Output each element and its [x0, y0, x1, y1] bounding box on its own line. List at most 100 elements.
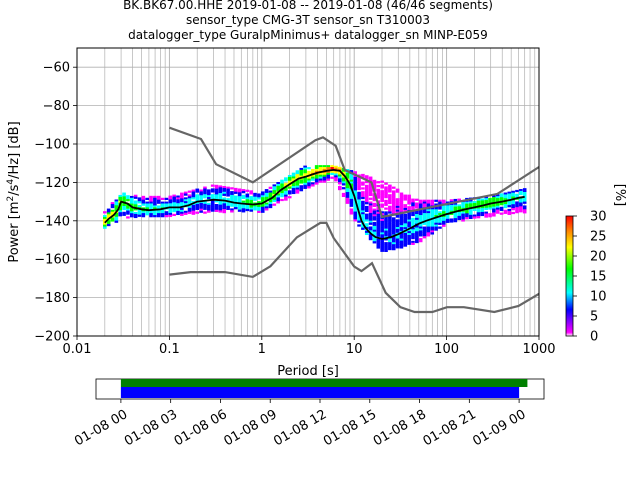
- heatmap-cell: [441, 199, 446, 202]
- colorbar: 0 5 10 15 20 25 30 [%]: [565, 184, 627, 345]
- heatmap-cell: [156, 213, 161, 216]
- heatmap-cell: [264, 190, 269, 194]
- heatmap-cell: [380, 184, 384, 187]
- heatmap-cell: [218, 195, 223, 198]
- heatmap-cell: [503, 196, 508, 199]
- heatmap-cell: [122, 192, 126, 195]
- heatmap-cell: [488, 207, 492, 210]
- heatmap-cell: [168, 195, 173, 198]
- heatmap-cell: [515, 195, 519, 198]
- heatmap-cell: [515, 203, 519, 206]
- heatmap-cell: [426, 228, 431, 231]
- heatmap-cell: [349, 191, 354, 194]
- heatmap-cell: [395, 242, 400, 245]
- heatmap-cell: [484, 200, 488, 203]
- heatmap-cell: [237, 196, 242, 199]
- heatmap-cell: [380, 236, 384, 239]
- heatmap-cell: [106, 220, 111, 223]
- heatmap-cell: [237, 207, 242, 210]
- heatmap-cell: [156, 199, 161, 202]
- heatmap-cell: [388, 186, 392, 189]
- heatmap-cell: [126, 199, 130, 202]
- heatmap-cell: [519, 190, 523, 194]
- heatmap-cell: [445, 211, 450, 214]
- heatmap-cell: [287, 174, 292, 178]
- heatmap-cell: [388, 247, 392, 251]
- heatmap-cell: [141, 203, 146, 206]
- heatmap-cell: [180, 192, 184, 195]
- heatmap-cell: [287, 186, 292, 189]
- heatmap-cell: [415, 206, 419, 209]
- heatmap-cell: [257, 204, 261, 208]
- heatmap-cell: [318, 165, 323, 168]
- heatmap-cell: [172, 202, 176, 205]
- heatmap-cell: [272, 184, 277, 187]
- heatmap-cell: [434, 218, 438, 222]
- heatmap-cell: [503, 204, 508, 207]
- heatmap-cell: [160, 209, 165, 212]
- heatmap-cell: [172, 198, 176, 201]
- heatmap-cell: [230, 196, 234, 200]
- heatmap-cell: [353, 175, 357, 178]
- heatmap-cell: [441, 216, 446, 220]
- heatmap-cell: [495, 205, 500, 208]
- heatmap-cell: [214, 209, 219, 212]
- y-tick-label: −160: [34, 253, 70, 268]
- heatmap-cell: [357, 207, 361, 210]
- heatmap-cell: [249, 201, 253, 205]
- heatmap-cell: [511, 211, 515, 215]
- heatmap-cell: [434, 199, 438, 202]
- heatmap-cell: [341, 179, 346, 182]
- heatmap-cell: [253, 206, 257, 209]
- heatmap-cell: [415, 238, 419, 242]
- heatmap-cell: [361, 181, 365, 184]
- heatmap-cell: [299, 173, 304, 176]
- heatmap-cell: [453, 212, 458, 215]
- heatmap-cell: [415, 237, 419, 240]
- heatmap-cell: [461, 202, 465, 205]
- heatmap-cell: [195, 211, 200, 214]
- heatmap-cell: [129, 213, 134, 216]
- heatmap-cell: [380, 186, 384, 189]
- heatmap-cell: [361, 206, 365, 209]
- heatmap-cell: [257, 197, 261, 200]
- heatmap-cell: [210, 199, 215, 203]
- heatmap-cell: [399, 236, 404, 239]
- heatmap-cell: [376, 194, 381, 197]
- heatmap-cell: [391, 203, 396, 207]
- heatmap-cell: [457, 206, 462, 209]
- heatmap-cell: [488, 197, 492, 201]
- heatmap-cell: [403, 231, 408, 234]
- heatmap-cell: [503, 198, 508, 201]
- heatmap-cell: [203, 201, 207, 205]
- heatmap-cell: [260, 197, 265, 200]
- heatmap-cell: [214, 184, 219, 188]
- timeline-tick-label: 01-09 00: [470, 407, 528, 449]
- heatmap-cell: [453, 216, 458, 219]
- heatmap-cell: [176, 212, 180, 216]
- heatmap-cell: [133, 196, 138, 199]
- heatmap-cell: [322, 167, 327, 170]
- heatmap-cell: [260, 199, 265, 202]
- heatmap-cell: [133, 212, 138, 215]
- heatmap-cell: [388, 240, 392, 243]
- heatmap-cell: [172, 200, 176, 203]
- heatmap-cell: [291, 176, 296, 179]
- heatmap-cell: [122, 211, 126, 214]
- heatmap-cell: [187, 198, 192, 201]
- heatmap-cell: [380, 197, 384, 201]
- heatmap-cell: [368, 234, 373, 237]
- heatmap-cell: [353, 203, 357, 207]
- heatmap-cell: [361, 214, 365, 217]
- heatmap-cell: [364, 198, 369, 201]
- heatmap-cell: [137, 214, 142, 217]
- heatmap-cell: [345, 192, 350, 195]
- heatmap-cell: [214, 186, 219, 189]
- heatmap-cell: [118, 208, 123, 211]
- heatmap-cell: [349, 210, 354, 213]
- heatmap-cell: [295, 176, 300, 179]
- heatmap-cell: [260, 191, 265, 194]
- heatmap-cell: [114, 199, 119, 202]
- heatmap-cell: [311, 184, 315, 187]
- colorbar-tick-label: 0: [590, 330, 598, 345]
